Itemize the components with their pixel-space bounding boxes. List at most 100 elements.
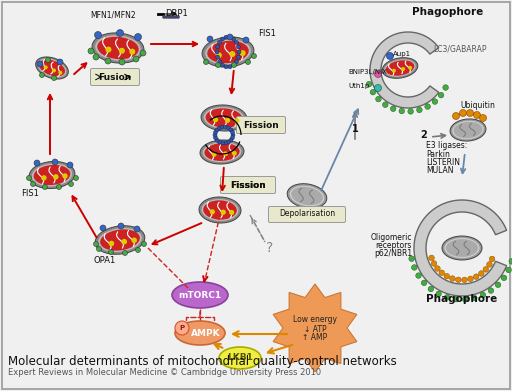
Circle shape: [136, 248, 140, 253]
Ellipse shape: [175, 321, 225, 345]
Circle shape: [429, 255, 434, 261]
Circle shape: [444, 294, 450, 300]
Ellipse shape: [206, 108, 242, 127]
Ellipse shape: [39, 60, 65, 76]
Circle shape: [169, 15, 173, 19]
Circle shape: [221, 141, 224, 145]
Circle shape: [210, 209, 215, 214]
Circle shape: [140, 50, 146, 56]
Text: ↑ AMP: ↑ AMP: [303, 334, 328, 343]
Text: Aup1: Aup1: [393, 51, 411, 57]
Circle shape: [62, 173, 68, 179]
Circle shape: [438, 92, 444, 98]
Text: LC3/GABARAP: LC3/GABARAP: [433, 45, 487, 54]
Polygon shape: [273, 284, 357, 372]
Circle shape: [501, 275, 507, 281]
Ellipse shape: [172, 282, 228, 308]
Circle shape: [392, 69, 396, 73]
Circle shape: [213, 117, 218, 122]
Circle shape: [162, 15, 166, 19]
Circle shape: [486, 262, 492, 267]
Circle shape: [130, 48, 135, 55]
Ellipse shape: [98, 228, 142, 252]
Circle shape: [224, 35, 228, 39]
Circle shape: [229, 51, 236, 57]
Polygon shape: [370, 32, 439, 108]
Circle shape: [218, 126, 222, 130]
Circle shape: [230, 136, 234, 140]
Circle shape: [435, 266, 440, 271]
Text: Phagophore: Phagophore: [412, 7, 484, 17]
Text: Ubiquitin: Ubiquitin: [461, 101, 496, 110]
Text: Fusion: Fusion: [98, 72, 132, 81]
Circle shape: [225, 118, 230, 123]
Circle shape: [69, 181, 74, 187]
Ellipse shape: [95, 226, 145, 254]
Circle shape: [214, 130, 218, 134]
Text: MULAN: MULAN: [426, 166, 454, 175]
Circle shape: [245, 59, 250, 65]
Ellipse shape: [34, 165, 70, 185]
Text: 1: 1: [352, 124, 358, 134]
Circle shape: [172, 15, 175, 19]
Circle shape: [417, 107, 422, 113]
Circle shape: [224, 141, 227, 145]
FancyBboxPatch shape: [237, 117, 286, 133]
Circle shape: [243, 37, 249, 43]
Text: mTORC1: mTORC1: [179, 291, 222, 300]
Circle shape: [105, 58, 111, 64]
Circle shape: [109, 249, 114, 255]
Circle shape: [251, 54, 257, 59]
Circle shape: [390, 106, 396, 111]
Circle shape: [444, 273, 450, 279]
Circle shape: [218, 140, 222, 144]
Text: receptors: receptors: [376, 241, 412, 250]
Circle shape: [52, 75, 56, 81]
Ellipse shape: [205, 39, 251, 65]
Circle shape: [27, 176, 32, 181]
Text: MFN1/MFN2: MFN1/MFN2: [90, 11, 136, 20]
Circle shape: [224, 125, 227, 129]
Text: E3 ligases:: E3 ligases:: [426, 141, 467, 150]
Ellipse shape: [95, 35, 141, 61]
Text: 2: 2: [421, 130, 428, 140]
Circle shape: [234, 60, 239, 64]
Circle shape: [216, 63, 221, 68]
Ellipse shape: [203, 200, 237, 220]
Circle shape: [58, 71, 62, 75]
Circle shape: [56, 185, 61, 190]
Circle shape: [474, 274, 479, 280]
Text: ↓ ATP: ↓ ATP: [304, 325, 326, 334]
Circle shape: [450, 276, 455, 282]
FancyBboxPatch shape: [91, 68, 139, 86]
Circle shape: [456, 277, 461, 283]
Circle shape: [399, 108, 404, 114]
Circle shape: [216, 55, 220, 59]
Ellipse shape: [202, 199, 239, 221]
Circle shape: [230, 130, 234, 134]
Circle shape: [117, 29, 123, 36]
Ellipse shape: [38, 59, 67, 77]
Text: Fission: Fission: [230, 181, 266, 190]
Circle shape: [95, 32, 101, 38]
Circle shape: [135, 34, 141, 41]
Ellipse shape: [444, 238, 480, 258]
Circle shape: [428, 286, 434, 292]
Circle shape: [231, 37, 236, 41]
Circle shape: [67, 162, 73, 168]
Ellipse shape: [291, 187, 323, 205]
Ellipse shape: [446, 239, 478, 257]
Circle shape: [175, 321, 189, 335]
Circle shape: [495, 282, 501, 288]
Circle shape: [215, 128, 219, 132]
Text: Depolarisation: Depolarisation: [279, 210, 335, 219]
Circle shape: [408, 66, 412, 70]
FancyBboxPatch shape: [268, 206, 346, 222]
Circle shape: [39, 72, 45, 77]
Text: Fission: Fission: [243, 120, 279, 129]
Circle shape: [480, 115, 486, 122]
Text: ?: ?: [266, 241, 273, 255]
Circle shape: [167, 15, 170, 19]
Text: p62/NBR1: p62/NBR1: [374, 249, 412, 258]
Circle shape: [472, 295, 477, 301]
